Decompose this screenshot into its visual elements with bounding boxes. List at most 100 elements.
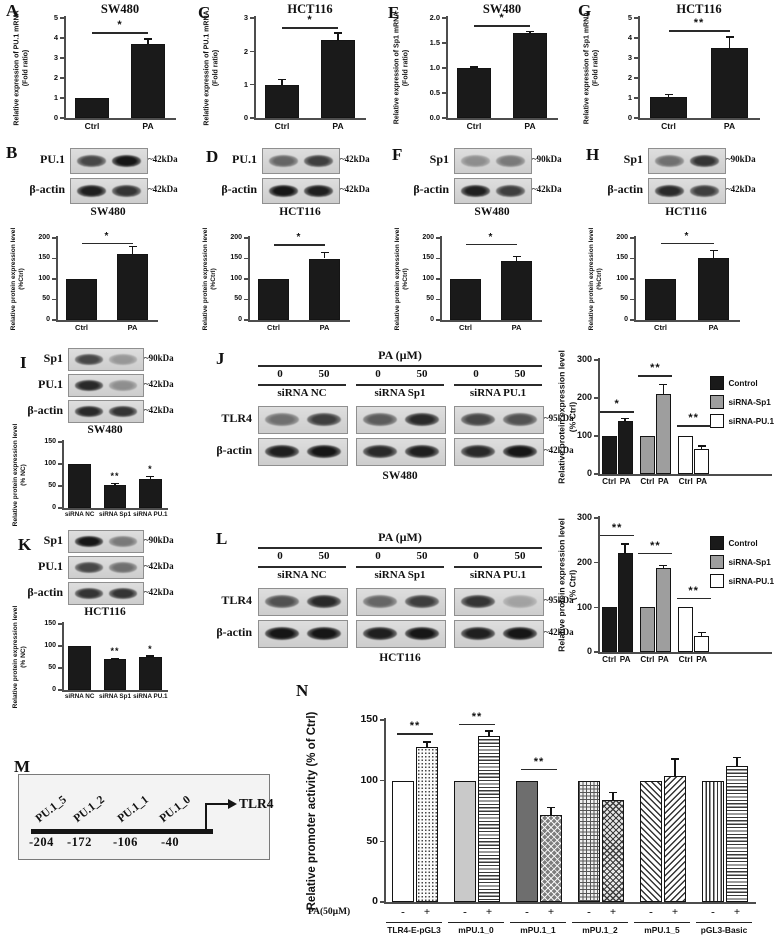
x-category-label: Ctrl xyxy=(84,121,100,131)
error-bar xyxy=(624,418,626,421)
header-underline xyxy=(258,547,542,549)
error-bar-cap xyxy=(621,543,630,545)
blot-box xyxy=(454,406,544,434)
y-axis xyxy=(248,236,250,320)
protein-band xyxy=(502,413,537,427)
x-category-label: Ctrl xyxy=(640,655,655,664)
legend-label: Control xyxy=(728,378,758,388)
y-tick-label: 150 xyxy=(422,254,434,262)
y-axis-label-line: (Fold ratio) xyxy=(22,49,29,87)
error-bar xyxy=(701,445,703,450)
protein-label: PU.1 xyxy=(232,152,257,166)
y-axis-label-line: (Fold ratio) xyxy=(212,49,219,87)
significance-line xyxy=(668,30,730,32)
dose-underline xyxy=(356,384,444,386)
bar xyxy=(694,449,710,474)
bar xyxy=(678,607,694,652)
panel-letter-G: G xyxy=(578,1,592,20)
panel-C: C HCT116 Relative expression of PU.1 mRNA… xyxy=(196,2,380,142)
y-axis-label-line: (Fold ratio) xyxy=(402,49,409,87)
panel-L-blots: L PA (µM) 0 50 siRNA NC 0 50 siRNA Sp1 0 50 siRNA… xyxy=(206,529,574,670)
x-category-label: PA xyxy=(332,121,344,131)
error-bar-cap xyxy=(664,93,673,96)
y-tick-label: 100 xyxy=(44,641,56,649)
y-axis-label: Relative expression of Sp1 mRNA (Fold rat… xyxy=(583,0,601,153)
error-bar-cap xyxy=(278,78,286,81)
significance-line xyxy=(81,242,133,245)
protein-band xyxy=(269,185,298,197)
band-size-label: ~42kDa xyxy=(544,445,574,455)
y-axis-label-line: Relative expression of Sp1 mRNA xyxy=(583,11,591,125)
y-axis-label-line: (%Ctrl) xyxy=(596,268,603,290)
y-tick-label: 100 xyxy=(576,601,592,612)
error-bar xyxy=(281,79,283,85)
y-tick-mark xyxy=(594,397,598,399)
panel-letter-M: M xyxy=(14,757,31,776)
protein-band xyxy=(655,155,684,167)
bar xyxy=(601,436,617,474)
bar xyxy=(644,279,677,320)
legend-item: siRNA-Sp1 xyxy=(709,395,775,409)
bar xyxy=(678,436,694,474)
x-category-label: PA xyxy=(696,655,708,664)
bar xyxy=(139,478,162,508)
y-tick-mark xyxy=(594,473,598,475)
blot-box xyxy=(70,178,148,204)
y-tick-label: 50 xyxy=(48,663,56,671)
blot-box xyxy=(70,148,148,174)
y-tick-mark xyxy=(630,319,634,321)
band-size-label: ~42kDa xyxy=(340,184,370,194)
y-axis-label-line: Relative promoter activity (% of Ctrl) xyxy=(305,711,318,911)
y-tick-mark xyxy=(436,319,440,321)
panel-letter-L: L xyxy=(216,529,228,548)
cell-line-label: HCT116 xyxy=(665,206,707,218)
protein-band xyxy=(304,155,333,167)
y-axis xyxy=(440,236,442,320)
significance-line xyxy=(676,425,711,427)
dose-label: 50 xyxy=(416,368,428,380)
y-tick-label: 300 xyxy=(576,512,592,523)
band-size-label: ~42kDa xyxy=(148,184,178,194)
sirna-label: siRNA NC xyxy=(277,569,327,581)
panel-B: B PU.1 ~42kDa β-actin ~42kDa SW480 Relative … xyxy=(6,144,192,342)
error-bar-cap xyxy=(526,30,534,33)
y-axis-label-line: (% NC) xyxy=(20,464,27,486)
y-tick-label: 150 xyxy=(230,254,242,262)
significance-stars: ** xyxy=(688,584,699,597)
panel-J-blots: J PA (µM) 0 50 siRNA NC 0 50 siRNA Sp1 0 50 siRNA… xyxy=(206,348,574,488)
y-tick-label: 150 xyxy=(616,254,628,262)
protein-band xyxy=(690,155,719,167)
y-tick-mark xyxy=(442,17,446,19)
y-axis-label-line: Relative expression of PU.1 mRNA xyxy=(203,10,211,126)
bar xyxy=(103,485,127,508)
y-tick-label: 150 xyxy=(44,437,56,445)
y-tick-mark xyxy=(594,561,598,564)
y-tick-label: 0 xyxy=(52,685,56,693)
bar-chart-tlr4-sirna-hct116: Relative protein expression level (% Ctrl… xyxy=(556,506,775,678)
promoter-construct-box: PU.1_5 PU.1_2 PU.1_1 PU.1_0 -204 -172 -106 -40 T… xyxy=(18,774,274,860)
bar xyxy=(540,814,562,902)
bar xyxy=(258,279,289,320)
y-axis xyxy=(446,16,448,118)
band-size-label: ~42kDa xyxy=(148,154,178,164)
x-category-label: PA xyxy=(696,477,708,486)
legend-item: siRNA-Sp1 xyxy=(709,555,775,569)
panel-letter-A: A xyxy=(6,1,19,20)
construct-label: TLR4-E-pGL3 xyxy=(386,922,442,935)
error-bar-cap xyxy=(144,38,152,40)
protein-band xyxy=(108,536,138,547)
y-tick-label: 1 xyxy=(627,93,632,103)
error-bar-cap xyxy=(709,250,718,252)
y-tick-label: 100 xyxy=(616,274,628,282)
protein-band xyxy=(306,627,341,641)
error-bar-cap xyxy=(725,36,734,38)
band-size-label: ~42kDa xyxy=(144,404,174,415)
position-label: -172 xyxy=(67,835,92,849)
blot-box xyxy=(454,148,532,174)
error-bar-cap xyxy=(146,655,155,657)
significance-stars: * xyxy=(117,19,123,31)
significance-line xyxy=(676,597,711,599)
x-category-label: Ctrl xyxy=(75,323,88,332)
y-tick-mark xyxy=(60,17,64,19)
y-axis-label-line: Relative protein expression level xyxy=(587,227,595,331)
